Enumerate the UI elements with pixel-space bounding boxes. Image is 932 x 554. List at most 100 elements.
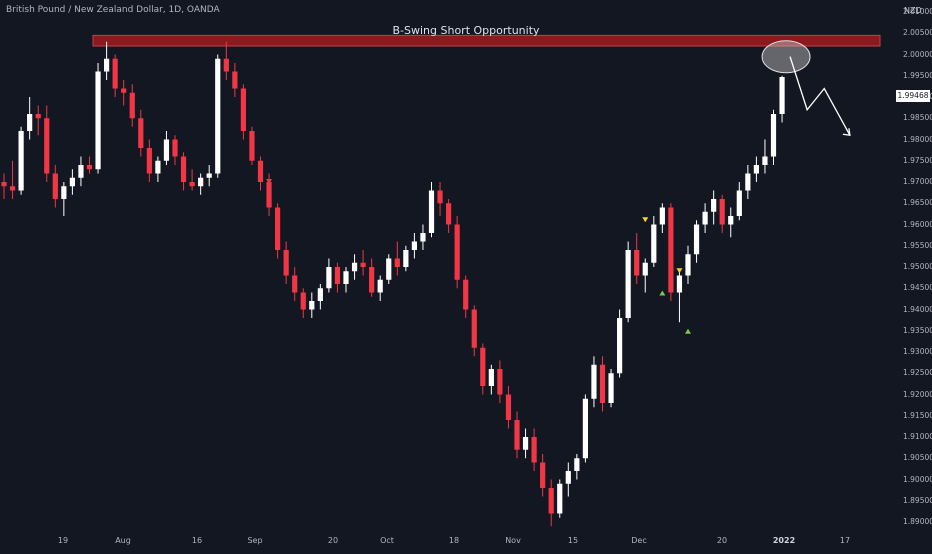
candle-body: [420, 233, 426, 242]
candle: [480, 343, 486, 395]
candle: [146, 139, 152, 182]
candle: [548, 479, 554, 527]
down-triangle-marker: [266, 179, 273, 184]
candle-body: [693, 224, 700, 255]
candle-body: [599, 364, 606, 403]
candle: [582, 394, 588, 463]
y-tick-label: 1.92000: [903, 389, 932, 399]
candle-body: [659, 207, 665, 225]
x-tick-label: Oct: [380, 536, 394, 545]
candle: [642, 258, 648, 293]
candle-body: [770, 114, 777, 157]
candle-body: [61, 186, 67, 199]
candle-body: [428, 190, 435, 233]
candle-body: [257, 160, 264, 182]
projection-arrowhead: [842, 128, 851, 137]
candle: [497, 360, 503, 403]
annotations-layer: [266, 40, 851, 334]
y-tick-label: 1.91000: [903, 432, 932, 441]
candle: [540, 454, 546, 497]
candle-body: [514, 420, 520, 450]
candle: [300, 288, 306, 318]
candle-body: [180, 156, 187, 182]
resistance-zone-layer: [92, 34, 881, 47]
candle-body: [745, 173, 751, 191]
candle: [531, 428, 537, 471]
candle: [505, 386, 512, 429]
candle-body: [27, 114, 33, 131]
candle-body: [155, 160, 161, 174]
projection-path[interactable]: [789, 56, 851, 136]
x-tick-label: Aug: [115, 536, 131, 545]
y-tick-label: 1.95000: [903, 262, 932, 271]
candle-body: [711, 199, 717, 212]
y-tick-label: 1.96500: [903, 198, 932, 208]
candle: [471, 305, 477, 357]
resistance-zone[interactable]: [92, 34, 881, 47]
candle-body: [779, 77, 785, 114]
x-tick-label: 16: [191, 536, 203, 545]
candle: [625, 241, 631, 323]
candle: [275, 203, 281, 259]
candle-body: [377, 279, 383, 293]
candle-body: [719, 199, 725, 225]
candle-body: [112, 58, 118, 89]
candle: [351, 254, 358, 280]
candle: [86, 156, 93, 174]
price-axis[interactable]: [896, 0, 932, 550]
candle-body: [52, 173, 58, 199]
candle: [617, 309, 623, 378]
candle-body: [334, 267, 341, 284]
candle: [18, 126, 24, 195]
candle: [172, 135, 178, 165]
candle-body: [642, 262, 648, 276]
candle: [9, 160, 16, 199]
candle: [215, 54, 221, 178]
candle-body: [283, 250, 289, 276]
x-tick-label: 2022: [772, 536, 796, 545]
swing-high-ellipse[interactable]: [761, 40, 811, 74]
candle-body: [488, 369, 494, 386]
candle-body: [728, 216, 734, 225]
candle-body: [497, 369, 503, 395]
candle-body: [78, 165, 84, 178]
candle: [1, 173, 7, 199]
y-tick-label: 1.97000: [903, 177, 932, 186]
candle: [104, 41, 110, 80]
candle-body: [591, 364, 597, 399]
candle-body: [206, 173, 212, 178]
candle-body: [446, 203, 452, 225]
y-tick-label: 1.98500: [903, 113, 932, 123]
candle-body: [463, 279, 469, 310]
candle: [121, 80, 127, 106]
x-tick-label: Dec: [631, 536, 647, 545]
candle-body: [129, 92, 135, 119]
candle-body: [351, 262, 358, 272]
candle-body: [676, 275, 683, 293]
candle-body: [189, 182, 195, 187]
symbol-title[interactable]: British Pound / New Zealand Dollar, 1D, …: [6, 5, 220, 15]
x-tick-label: 20: [327, 536, 339, 545]
candle: [44, 105, 50, 182]
candle: [249, 126, 255, 165]
currency-label[interactable]: NZD: [904, 6, 922, 15]
y-tick-label: 1.94500: [903, 283, 932, 293]
candle-body: [232, 71, 238, 89]
candle-body: [625, 250, 631, 318]
candle: [27, 97, 33, 140]
candle-body: [617, 318, 623, 374]
x-tick-label: 15: [567, 536, 579, 545]
candle: [206, 165, 212, 187]
candle: [693, 220, 700, 263]
candle: [659, 203, 665, 233]
candle: [377, 275, 383, 301]
candle: [599, 356, 606, 412]
y-tick-label: 1.90000: [903, 474, 932, 484]
candle-body: [223, 58, 229, 72]
x-tick-label: 20: [716, 536, 728, 545]
x-tick-label: Sep: [247, 536, 263, 545]
candle: [112, 54, 118, 97]
candle-body: [44, 118, 50, 174]
